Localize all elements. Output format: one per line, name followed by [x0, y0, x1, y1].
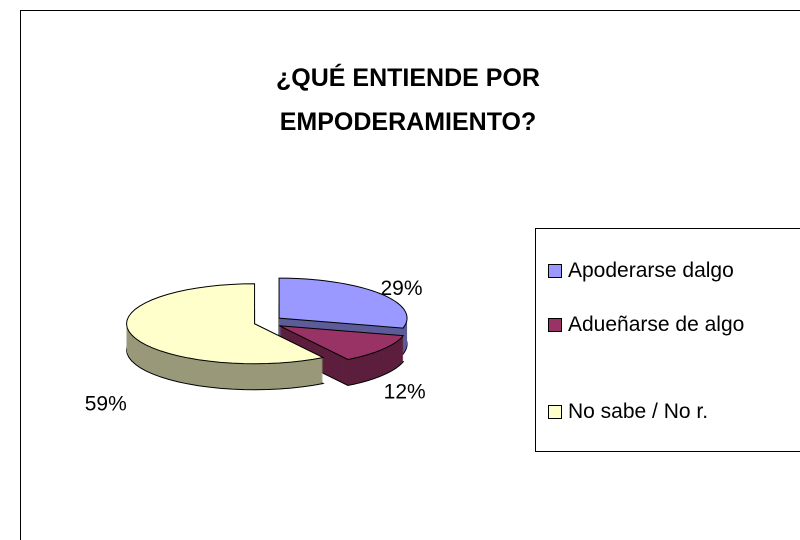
slice — [278, 277, 408, 329]
legend-label: No sabe / No r. — [568, 400, 709, 423]
legend-item: Apoderarse dalgo — [548, 255, 763, 286]
legend: Apoderarse dalgo Adueñarse de algo No sabe… — [535, 228, 800, 452]
legend-item: Adueñarse de algo — [548, 309, 763, 340]
data-label: 12% — [384, 381, 426, 404]
chart-title: ¿QUÉ ENTIENDE POR EMPODERAMIENTO? — [276, 64, 540, 136]
legend-label: Adueñarse de algo — [568, 313, 745, 336]
slice — [279, 325, 405, 361]
data-label: 29% — [380, 277, 422, 300]
legend-swatch — [548, 405, 562, 419]
data-label: 59% — [85, 392, 127, 415]
legend-swatch — [548, 264, 562, 278]
legend-item: No sabe / No r. — [548, 396, 763, 427]
legend-swatch — [548, 318, 562, 332]
legend-label: Apoderarse dalgo — [568, 259, 734, 282]
slice — [126, 283, 325, 365]
